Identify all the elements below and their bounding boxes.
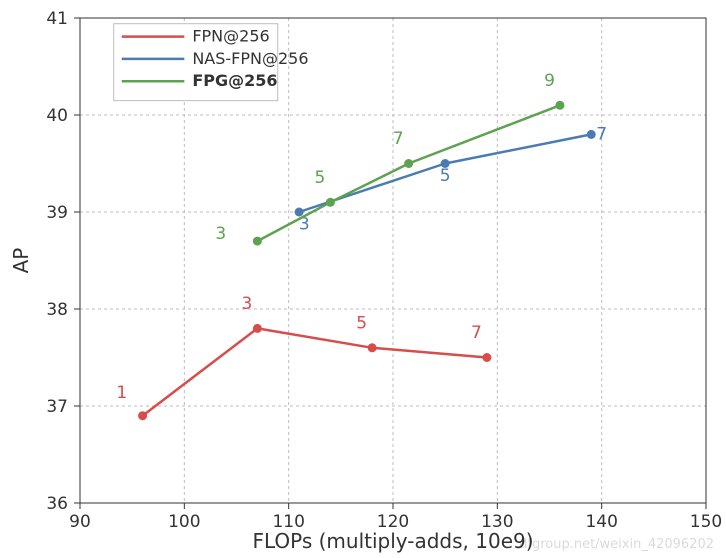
legend-label: NAS-FPN@256 [192,49,308,68]
watermark-text: dfgroup.net/weixin_42096202 [519,537,714,552]
y-axis-label: AP [9,248,33,274]
point-label: 7 [596,124,607,144]
ytick-label: 39 [46,203,68,223]
point-label: 5 [356,313,367,333]
point-label: 7 [471,323,482,343]
point-label: 9 [544,71,555,91]
ytick-label: 37 [46,397,68,417]
point-label: 5 [315,168,326,188]
series-marker [253,324,262,333]
series-marker [404,159,413,168]
xtick-label: 90 [69,512,91,532]
ytick-label: 40 [46,106,68,126]
series-marker [138,411,147,420]
point-label: 1 [116,383,127,403]
x-axis-label: FLOPs (multiply-adds, 10e9) [252,529,533,553]
ytick-label: 38 [46,300,68,320]
line-chart: 90100110120130140150363738394041FLOPs (m… [0,0,726,558]
series-marker [482,353,491,362]
series-marker [368,343,377,352]
xtick-label: 100 [168,512,200,532]
series-marker [253,237,262,246]
point-label: 5 [440,166,451,186]
point-label: 3 [215,224,226,244]
ytick-label: 41 [46,9,68,29]
series-marker [326,198,335,207]
point-label: 3 [242,294,253,314]
ytick-label: 36 [46,494,68,514]
legend-label: FPG@256 [192,71,277,90]
series-marker [555,101,564,110]
legend-label: FPN@256 [192,27,269,46]
point-label: 7 [393,129,404,149]
series-marker [587,130,596,139]
xtick-label: 140 [585,512,617,532]
xtick-label: 150 [690,512,722,532]
